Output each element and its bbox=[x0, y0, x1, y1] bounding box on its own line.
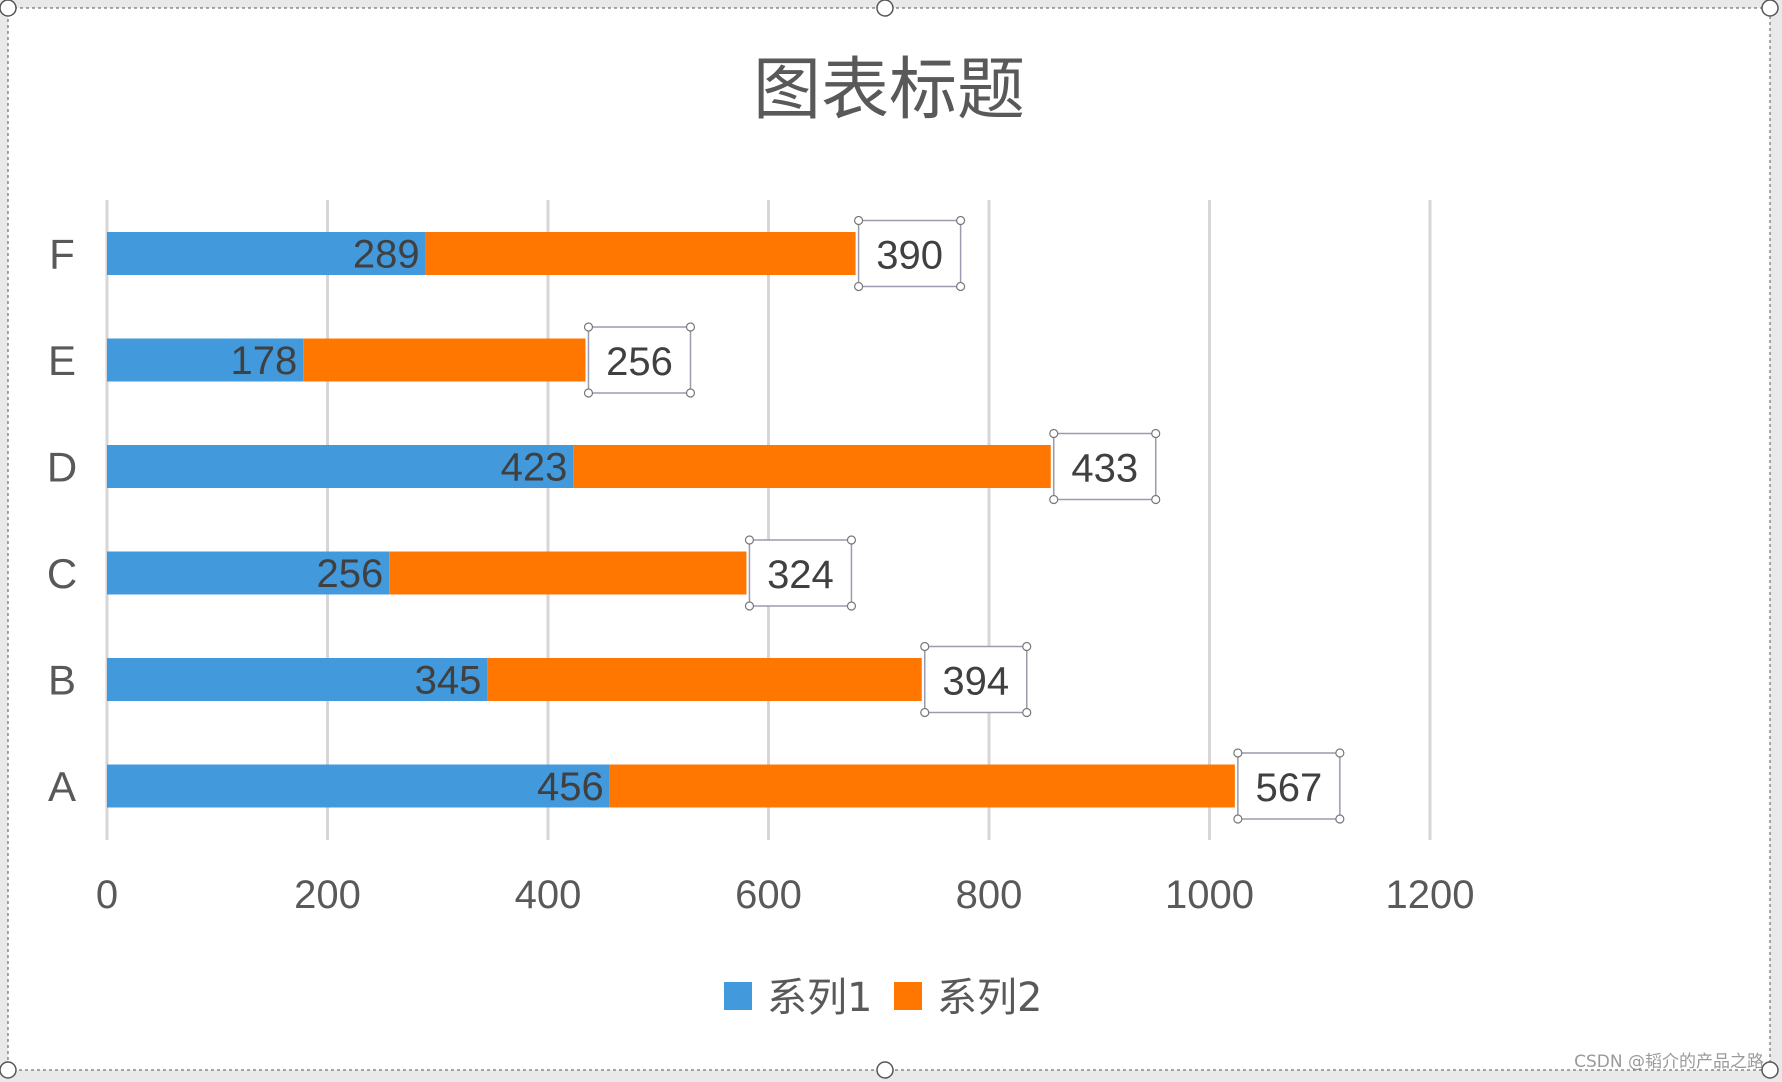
label-resize-handle[interactable] bbox=[1022, 707, 1032, 718]
data-label: 394 bbox=[942, 660, 1009, 704]
y-tick-label: F bbox=[49, 231, 75, 278]
y-tick-label: B bbox=[48, 657, 76, 704]
frame-resize-handle[interactable] bbox=[1761, 1061, 1779, 1079]
label-resize-handle[interactable] bbox=[1151, 494, 1161, 505]
frame-resize-handle[interactable] bbox=[876, 0, 894, 17]
y-axis-labels: A B C D E F bbox=[47, 231, 77, 811]
label-resize-handle[interactable] bbox=[744, 535, 755, 545]
label-resize-handle[interactable] bbox=[920, 707, 930, 718]
bar-series2[interactable] bbox=[303, 338, 586, 382]
x-tick-label: 1000 bbox=[1165, 873, 1254, 917]
data-label: 178 bbox=[230, 339, 297, 383]
label-resize-handle[interactable] bbox=[846, 535, 857, 545]
data-label-box[interactable] bbox=[1052, 432, 1157, 501]
data-label-box[interactable] bbox=[857, 219, 962, 288]
label-resize-handle[interactable] bbox=[685, 322, 696, 332]
y-tick-label: D bbox=[47, 444, 77, 491]
chart-title[interactable]: 图表标题 bbox=[753, 51, 1025, 130]
frame-resize-handle[interactable] bbox=[0, 1061, 17, 1079]
y-tick-label: E bbox=[48, 337, 76, 384]
gridlines bbox=[105, 200, 1432, 840]
bar-series1[interactable] bbox=[107, 232, 426, 275]
legend-swatch bbox=[894, 982, 922, 1010]
bar-series1[interactable] bbox=[107, 764, 610, 808]
bar-series2[interactable] bbox=[487, 658, 922, 701]
data-label: 324 bbox=[767, 553, 834, 597]
label-resize-handle[interactable] bbox=[1151, 428, 1161, 439]
data-label-box[interactable] bbox=[587, 326, 692, 394]
data-label: 345 bbox=[415, 659, 482, 703]
bar-series2[interactable] bbox=[425, 232, 856, 275]
label-resize-handle[interactable] bbox=[583, 322, 594, 332]
chart-area[interactable] bbox=[7, 7, 1771, 1071]
label-resize-handle[interactable] bbox=[1335, 748, 1345, 758]
data-label-box[interactable] bbox=[748, 539, 853, 607]
data-label: 456 bbox=[537, 765, 604, 809]
x-axis-labels: 0 200 400 600 800 1000 1200 bbox=[96, 873, 1475, 917]
label-resize-handle[interactable] bbox=[955, 281, 966, 292]
bar-series1[interactable] bbox=[107, 551, 390, 595]
label-resize-handle[interactable] bbox=[583, 388, 594, 398]
data-label: 433 bbox=[1071, 447, 1138, 491]
data-label: 390 bbox=[876, 234, 943, 278]
data-label: 289 bbox=[353, 233, 420, 277]
legend-swatch bbox=[724, 982, 752, 1010]
label-resize-handle[interactable] bbox=[1335, 814, 1345, 824]
y-tick-label: C bbox=[47, 550, 77, 597]
label-resize-handle[interactable] bbox=[955, 215, 966, 226]
label-resize-handle[interactable] bbox=[853, 215, 864, 226]
label-resize-handle[interactable] bbox=[846, 601, 857, 611]
label-resize-handle[interactable] bbox=[1022, 641, 1032, 652]
data-label-box[interactable] bbox=[1237, 752, 1341, 820]
watermark: CSDN @韬介的产品之路 bbox=[1574, 1052, 1764, 1072]
frame-resize-handle[interactable] bbox=[0, 0, 17, 17]
data-label: 256 bbox=[606, 340, 673, 384]
x-tick-label: 800 bbox=[956, 873, 1023, 917]
label-resize-handle[interactable] bbox=[744, 601, 755, 611]
frame-resize-handle[interactable] bbox=[876, 1061, 894, 1079]
x-tick-label: 1200 bbox=[1386, 873, 1475, 917]
bar-series1[interactable] bbox=[107, 658, 488, 701]
frame-resize-handle[interactable] bbox=[1761, 0, 1779, 17]
data-label: 567 bbox=[1255, 766, 1322, 810]
label-resize-handle[interactable] bbox=[1233, 814, 1243, 824]
data-label: 256 bbox=[316, 552, 383, 596]
label-resize-handle[interactable] bbox=[1049, 494, 1059, 505]
label-resize-handle[interactable] bbox=[1049, 428, 1059, 439]
data-label-box[interactable] bbox=[923, 645, 1028, 714]
bar-series2[interactable] bbox=[389, 551, 747, 595]
legend[interactable]: 系列1 系列2 bbox=[724, 975, 1042, 1021]
bar-series2[interactable] bbox=[573, 445, 1051, 488]
label-resize-handle[interactable] bbox=[920, 641, 930, 652]
legend-label: 系列2 bbox=[937, 975, 1042, 1021]
data-labels: 456 567 345 394 256 324 423 433 178 256 289 390 bbox=[230, 215, 1345, 824]
x-tick-label: 600 bbox=[735, 873, 802, 917]
label-resize-handle[interactable] bbox=[853, 281, 864, 292]
x-tick-label: 400 bbox=[515, 873, 582, 917]
label-resize-handle[interactable] bbox=[1233, 748, 1243, 758]
label-resize-handle[interactable] bbox=[685, 388, 696, 398]
x-tick-label: 200 bbox=[294, 873, 361, 917]
bar-series1[interactable] bbox=[107, 445, 574, 488]
bar-series2[interactable] bbox=[609, 764, 1235, 808]
x-tick-label: 0 bbox=[96, 873, 118, 917]
legend-label: 系列1 bbox=[767, 975, 872, 1021]
data-label: 423 bbox=[501, 446, 568, 490]
bar-series1[interactable] bbox=[107, 338, 304, 382]
y-tick-label: A bbox=[48, 763, 76, 810]
bars bbox=[107, 232, 1235, 808]
